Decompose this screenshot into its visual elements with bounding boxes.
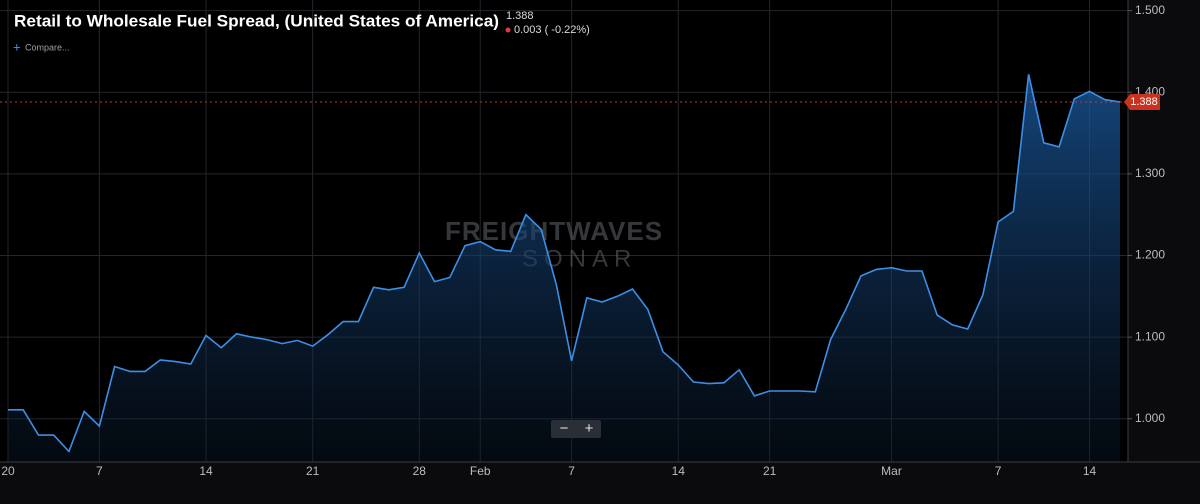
compare-icon[interactable]: + xyxy=(13,39,21,54)
y-tick-label: 1.300 xyxy=(1135,166,1165,180)
zoom-out[interactable]: − xyxy=(560,420,569,437)
plot xyxy=(0,74,1128,463)
x-tick-label: 7 xyxy=(995,464,1002,478)
x-tick-label: 20 xyxy=(1,464,15,478)
x-tick-label: Feb xyxy=(470,464,491,478)
line xyxy=(8,74,1121,453)
y-tick-label: 1.000 xyxy=(1135,411,1165,425)
zoom-controls: − + xyxy=(551,420,601,438)
x-tick-label: 21 xyxy=(763,464,777,478)
x-tick-label: 14 xyxy=(672,464,686,478)
zoom-panel xyxy=(551,420,601,438)
compare-button[interactable]: Compare... xyxy=(25,42,70,52)
change: 0.003 ( -0.22%) xyxy=(514,24,590,36)
chart-title: Retail to Wholesale Fuel Spread, (United… xyxy=(14,11,499,30)
x-tick-label: 14 xyxy=(199,464,213,478)
last-value: 1.388 xyxy=(506,10,534,22)
last-value-label: 1.388 xyxy=(1130,96,1158,108)
x-tick-label: 21 xyxy=(306,464,320,478)
change-dot xyxy=(505,27,511,33)
zoom-in[interactable]: + xyxy=(585,420,594,437)
watermark: FREIGHTWAVES xyxy=(445,216,663,246)
x-tick-label: 7 xyxy=(96,464,103,478)
area xyxy=(8,74,1120,463)
y-tick-label: 1.200 xyxy=(1135,248,1165,262)
y-axis-panel xyxy=(1128,0,1200,504)
x-tick-label: 7 xyxy=(568,464,575,478)
x-axis-panel xyxy=(0,462,1200,504)
x-tick-label: 28 xyxy=(413,464,427,478)
last-value-badge xyxy=(1124,94,1160,111)
y-tick-label: 1.100 xyxy=(1135,329,1165,343)
x-tick-label: Mar xyxy=(881,464,902,478)
x-tick-label: 14 xyxy=(1083,464,1097,478)
y-tick-label: 1.500 xyxy=(1135,3,1165,17)
